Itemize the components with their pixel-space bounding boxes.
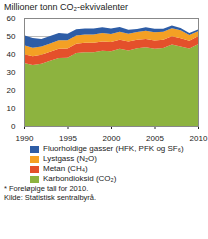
svg-text:50: 50 (7, 32, 16, 41)
html-text:Lystgass (N₂O): Lystgass (N₂O) (43, 154, 97, 163)
svg-text:2010: 2010 (190, 134, 208, 143)
svg-text:60: 60 (7, 14, 16, 23)
svg-text:30: 30 (7, 68, 16, 77)
svg-text:1995: 1995 (59, 134, 77, 143)
svg-text:0: 0 (11, 122, 16, 131)
html-text:Fluorholdige gasser (HFK, PFK: Fluorholdige gasser (HFK, PFK og SF₆) (43, 144, 184, 153)
svg-text:2000: 2000 (103, 134, 121, 143)
svg-text:10: 10 (7, 104, 16, 113)
html-text:Karbondioksid (CO₂): Karbondioksid (CO₂) (43, 174, 117, 183)
svg-text:1990: 1990 (16, 134, 34, 143)
html-text:Millioner tonn CO₂-ekvivalente: Millioner tonn CO₂-ekvivalenter (4, 2, 128, 12)
html-text:Kilde: Statistisk sentralbyrå.: Kilde: Statistisk sentralbyrå. (4, 193, 97, 202)
html-text:Metan (CH₄): Metan (CH₄) (43, 164, 88, 173)
svg-text:40: 40 (7, 50, 16, 59)
svg-text:20: 20 (7, 86, 16, 95)
svg-text:2005: 2005 (146, 134, 164, 143)
html-text:* Foreløpige tall for 2010.: * Foreløpige tall for 2010. (4, 184, 89, 193)
